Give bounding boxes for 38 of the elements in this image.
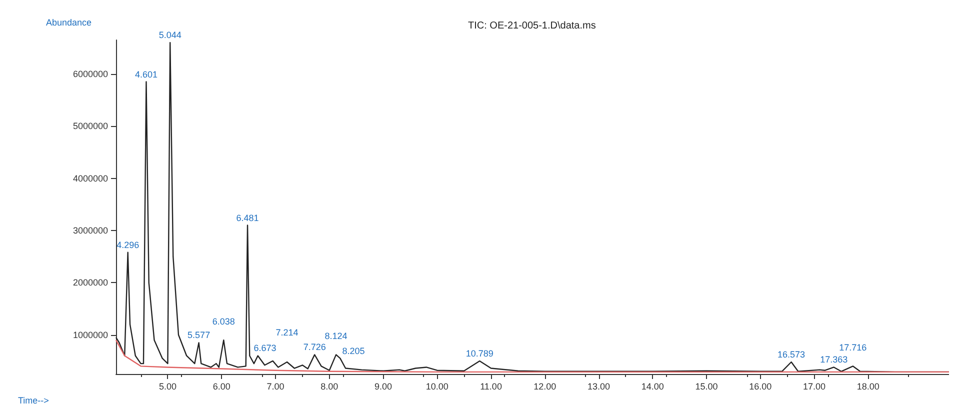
x-tick-label: 5.00 [158, 382, 176, 392]
annotation: 6.481 [236, 212, 259, 223]
x-tick-label: 17.00 [803, 382, 826, 392]
annotation: 17.716 [839, 342, 867, 353]
annotation: 5.577 [188, 330, 210, 340]
chart-title: TIC: OE-21-005-1.D\data.ms [468, 20, 596, 32]
x-tick-label: 8.00 [320, 382, 338, 392]
y-tick-label: 2000000 [72, 278, 108, 288]
y-tick-label: 5000000 [72, 121, 108, 132]
y-tick-label: 6000000 [72, 68, 108, 79]
annotation: 8.205 [342, 346, 365, 356]
annotation: 7.214 [276, 327, 298, 338]
annotation: 17.363 [820, 354, 848, 365]
x-tick-label: 7.00 [266, 382, 284, 392]
annotation: 5.044 [158, 30, 182, 40]
y-axis-title: Abundance [46, 18, 92, 28]
y-tick-label: 4000000 [72, 173, 108, 184]
x-tick-label: 9.00 [374, 382, 392, 392]
annotation: 16.573 [778, 349, 806, 360]
x-tick-label: 16.00 [749, 382, 772, 392]
x-tick-label: 13.00 [588, 382, 610, 392]
x-tick-label: 6.00 [212, 382, 230, 392]
annotation: 7.726 [303, 342, 326, 352]
annotation: 4.601 [134, 69, 158, 80]
x-tick-label: 10.00 [426, 382, 448, 392]
x-tick-label: 15.00 [695, 382, 718, 392]
x-tick-label: 11.00 [480, 382, 502, 392]
x-tick-label: 14.00 [641, 382, 664, 392]
y-tick-label: 3000000 [72, 225, 108, 236]
x-tick-label: 12.00 [534, 382, 556, 392]
annotation: 6.038 [212, 316, 235, 327]
y-tick-label: 1000000 [72, 330, 108, 340]
x-tick-label: 18.00 [856, 382, 880, 392]
annotation: 10.789 [466, 348, 494, 358]
x-axis-title: Time--> [18, 396, 49, 406]
annotation: 6.673 [254, 343, 276, 354]
annotation: 8.124 [324, 331, 348, 342]
annotation: 4.296 [116, 240, 140, 250]
